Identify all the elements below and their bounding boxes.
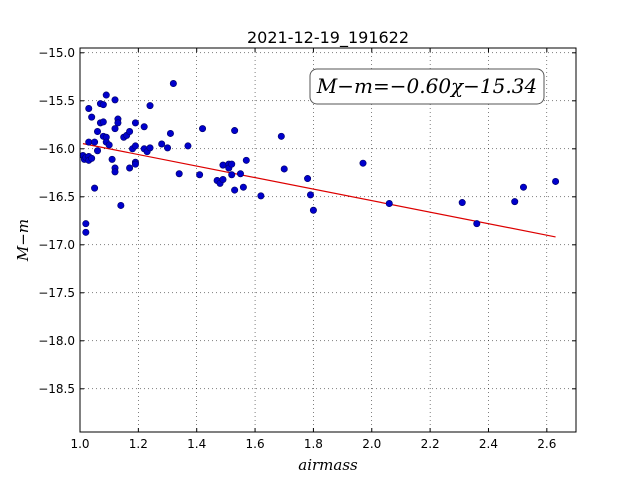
data-point: [231, 127, 239, 135]
data-point: [385, 200, 393, 208]
data-point: [117, 201, 125, 209]
data-point: [175, 170, 183, 178]
data-point: [306, 191, 314, 199]
data-point: [228, 160, 236, 168]
data-point: [131, 160, 139, 168]
data-point: [231, 186, 239, 194]
equation-annotation: M−m=−0.60χ−15.34: [309, 68, 545, 105]
x-tick-label: 1.4: [187, 437, 206, 451]
data-point: [131, 119, 139, 127]
data-point: [114, 119, 122, 127]
data-point: [88, 154, 96, 162]
x-tick-label: 1.0: [70, 437, 89, 451]
data-point: [228, 171, 236, 179]
data-point: [91, 184, 99, 192]
data-point: [108, 155, 116, 163]
data-point: [111, 168, 119, 176]
data-point: [105, 141, 113, 149]
data-point: [277, 132, 285, 140]
data-point: [140, 123, 148, 131]
x-tick-label: 1.6: [246, 437, 265, 451]
x-tick-label: 2.4: [479, 437, 498, 451]
x-tick-label: 1.8: [304, 437, 323, 451]
plot-frame: [79, 47, 577, 433]
data-point: [111, 96, 119, 104]
data-point: [94, 128, 102, 136]
y-tick-labels: −15.0 −15.5 −16.0 −16.5 −17.0 −17.5 −18.0 −18.5: [38, 46, 75, 396]
data-point: [473, 220, 481, 228]
data-point: [85, 104, 93, 112]
y-tick-label: −17.5: [38, 286, 75, 300]
data-point: [158, 140, 166, 148]
data-point: [99, 118, 107, 126]
x-tick-label: 2.2: [421, 437, 440, 451]
annotation-box: [309, 68, 545, 105]
y-tick-label: −18.0: [38, 334, 75, 348]
data-point: [131, 142, 139, 150]
data-point: [94, 147, 102, 155]
data-point: [82, 228, 90, 236]
data-point: [169, 80, 177, 88]
data-point: [146, 144, 154, 152]
x-tick-label: 1.2: [129, 437, 148, 451]
data-points-layer: [79, 80, 560, 236]
x-tick-label: 2.6: [537, 437, 556, 451]
y-tick-label: −17.0: [38, 238, 75, 252]
data-point: [164, 144, 172, 152]
y-tick-label: −15.5: [38, 94, 75, 108]
data-point: [309, 206, 317, 214]
data-point: [458, 199, 466, 207]
data-point: [99, 101, 107, 109]
y-tick-label: −16.5: [38, 190, 75, 204]
data-point: [166, 129, 174, 137]
data-point: [82, 220, 90, 228]
data-point: [102, 91, 110, 99]
x-tick-label: 2.0: [362, 437, 381, 451]
data-point: [280, 165, 288, 173]
y-tick-label: −18.5: [38, 382, 75, 396]
grid-lines: [80, 48, 576, 432]
data-point: [126, 128, 134, 136]
data-point: [219, 176, 227, 184]
data-point: [196, 171, 204, 179]
data-point: [111, 125, 119, 133]
data-point: [91, 138, 99, 146]
data-point: [239, 183, 247, 191]
data-point: [199, 125, 207, 133]
y-tick-label: −16.0: [38, 142, 75, 156]
y-tick-label: −15.0: [38, 46, 75, 60]
data-point: [242, 156, 250, 164]
data-point: [236, 170, 244, 178]
data-point: [257, 192, 265, 200]
chart-title: 2021-12-19_191622: [247, 28, 409, 48]
data-point: [146, 102, 154, 110]
x-tick-labels: 1.0 1.2 1.4 1.6 1.8 2.0 2.2 2.4 2.6: [70, 437, 556, 451]
x-axis-label: airmass: [298, 456, 358, 474]
data-point: [88, 113, 96, 121]
annotation-text: M−m=−0.60χ−15.34: [316, 74, 537, 98]
axis-ticks: [79, 48, 576, 432]
data-point: [304, 175, 312, 183]
data-point: [126, 164, 134, 172]
data-point: [552, 177, 560, 185]
data-point: [359, 159, 367, 167]
data-point: [519, 183, 527, 191]
data-point: [85, 138, 93, 146]
y-axis-label: M−m: [14, 219, 32, 262]
data-point: [219, 161, 227, 169]
data-point: [511, 198, 519, 206]
data-point: [184, 142, 192, 150]
